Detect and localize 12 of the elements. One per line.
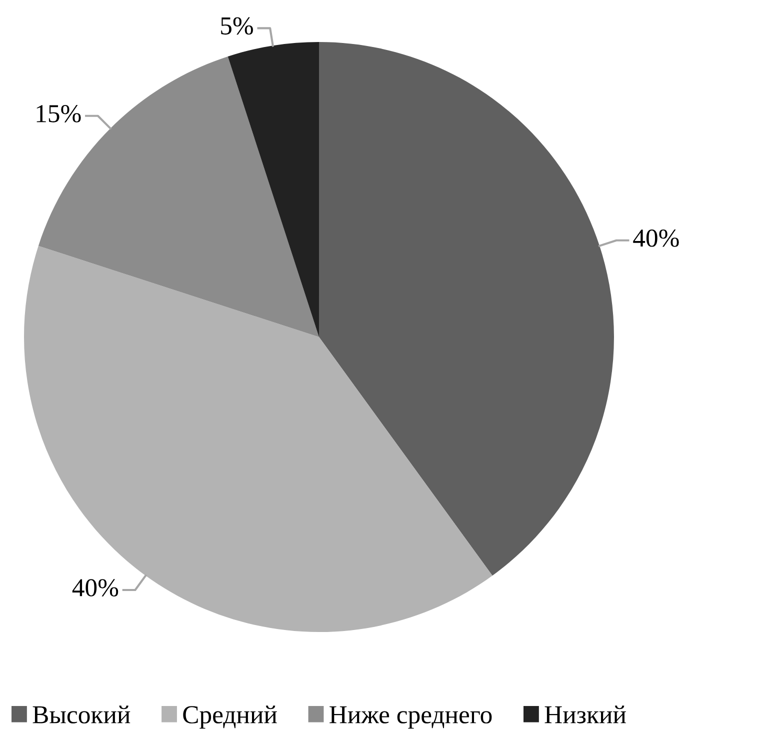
legend-label: Ниже среднего (330, 706, 492, 729)
legend-label: Высокий (32, 706, 130, 724)
legend-label: Низкий (544, 706, 626, 724)
pie-slice (228, 42, 319, 337)
data-label: 15% (36, 104, 81, 122)
data-label: 40% (72, 579, 118, 596)
data-label: 40% (633, 229, 679, 247)
pie-slice (38, 56, 319, 337)
pie-slice (24, 246, 492, 632)
data-label: 5% (221, 17, 253, 35)
legend-label: Средний (183, 706, 277, 729)
pie-slice (319, 42, 614, 576)
